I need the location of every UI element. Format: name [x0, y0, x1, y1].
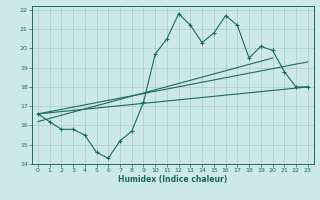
X-axis label: Humidex (Indice chaleur): Humidex (Indice chaleur) [118, 175, 228, 184]
